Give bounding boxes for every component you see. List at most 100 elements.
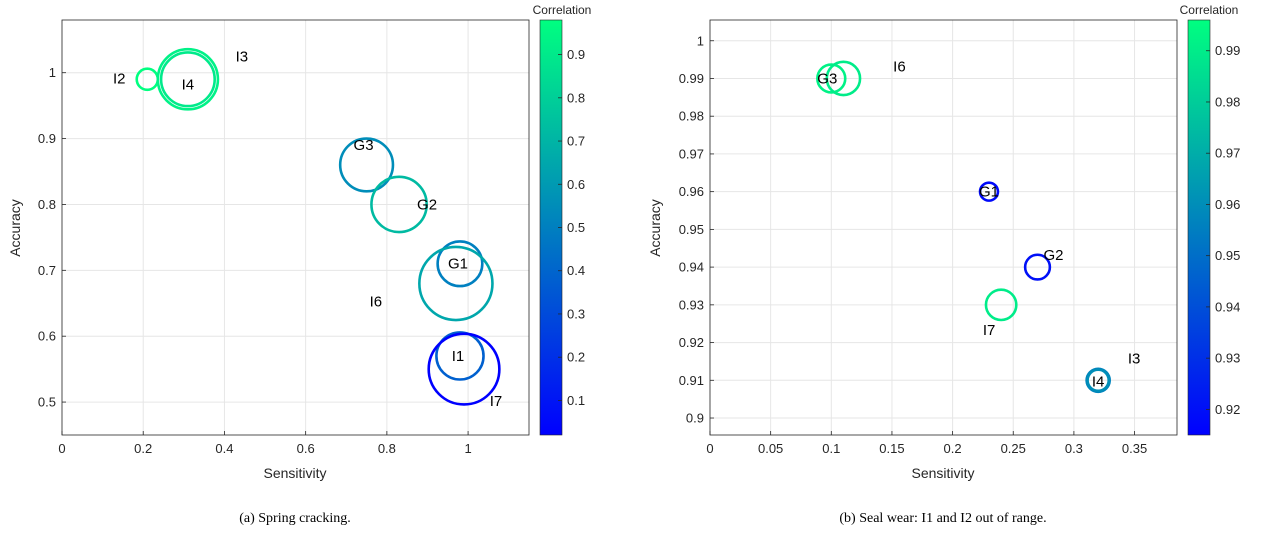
- x-tick-label: 0.4: [215, 441, 233, 456]
- y-tick-label: 0.91: [679, 373, 704, 388]
- y-axis-label: Accuracy: [7, 199, 23, 257]
- x-axis-label: Sensitivity: [911, 465, 974, 481]
- y-tick-label: 0.5: [38, 395, 56, 410]
- colorbar-tick-label: 0.9: [567, 47, 585, 62]
- axes-box: [61, 19, 530, 436]
- bubble-label: I6: [370, 293, 383, 310]
- axes-box: [709, 19, 1178, 436]
- bubble-i4: [159, 51, 216, 108]
- x-tick-label: 0: [706, 441, 713, 456]
- x-tick-label: 0.2: [134, 441, 152, 456]
- bubble-label: G2: [417, 196, 437, 213]
- colorbar-tick-label: 0.1: [567, 393, 585, 408]
- colorbar-title: Correlation: [1180, 3, 1239, 17]
- bubble-g2: [370, 175, 428, 234]
- y-tick-label: 1: [697, 33, 704, 48]
- bubble-group: [135, 47, 501, 406]
- bubble-label: I6: [893, 58, 906, 75]
- bubble-label: I7: [983, 322, 996, 339]
- colorbar-tick-label: 0.93: [1215, 351, 1240, 366]
- colorbar-tick-label: 0.92: [1215, 402, 1240, 417]
- bubble-label: G3: [817, 70, 837, 87]
- bubble-g1: [978, 181, 1000, 202]
- colorbar-tick-label: 0.95: [1215, 248, 1240, 263]
- bubble-i6: [825, 60, 862, 97]
- bubble-label: I4: [182, 76, 195, 93]
- caption: (b) Seal wear: I1 and I2 out of range.: [839, 511, 1046, 526]
- y-tick-label: 0.9: [38, 131, 56, 146]
- y-tick-label: 0.97: [679, 146, 704, 161]
- bubbles: G3 I6 G1 G2 I7 I3 I4: [816, 58, 1140, 394]
- y-axis-label: Accuracy: [647, 199, 663, 257]
- bubble-g3: [338, 137, 395, 193]
- x-tick-label: 0: [58, 441, 65, 456]
- y-tick-label: 0.6: [38, 329, 56, 344]
- bubble-label: G3: [354, 137, 374, 154]
- x-tick-label: 0.3: [1065, 441, 1083, 456]
- bubble-group: [816, 60, 1111, 394]
- y-tick-label: 0.7: [38, 263, 56, 278]
- x-tick-label: 0.2: [944, 441, 962, 456]
- panel-a: I2 I3 I4 G3 G2 G1 I6 I1 I7 0 0.2 0.4 0.6 0.8 1 0.5 0.6…: [7, 3, 591, 526]
- x-tick-label: 0.1: [822, 441, 840, 456]
- bubble-label: I2: [113, 70, 126, 87]
- bubble-g3: [816, 63, 847, 94]
- bubble-label: I3: [1128, 350, 1141, 367]
- bubble-i6: [418, 245, 494, 322]
- bubble-labels: G3 I6 G1 G2 I7 I3 I4: [817, 58, 1140, 390]
- y-tick-labels: 0.9 0.91 0.92 0.93 0.94 0.95 0.96 0.97 0.98 0.99 1: [679, 33, 704, 425]
- colorbar-tick-label: 0.8: [567, 90, 585, 105]
- colorbar: [1187, 19, 1211, 436]
- y-tick-label: 0.8: [38, 197, 56, 212]
- y-tick-label: 0.9: [686, 411, 704, 426]
- bubble-label: I1: [452, 348, 465, 365]
- x-tick-label: 0.6: [297, 441, 315, 456]
- bubble-i2: [135, 67, 160, 92]
- x-tick-labels: 0 0.2 0.4 0.6 0.8 1: [58, 441, 471, 456]
- x-tick-label: 1: [464, 441, 471, 456]
- colorbar-tick-label: 0.2: [567, 350, 585, 365]
- y-tick-label: 0.99: [679, 71, 704, 86]
- bubble-i7: [427, 332, 501, 406]
- y-tick-label: 0.93: [679, 297, 704, 312]
- y-tick-label: 1: [49, 65, 56, 80]
- colorbar-tick-label: 0.5: [567, 220, 585, 235]
- bubble-label: G1: [448, 256, 468, 273]
- colorbar-tick-label: 0.94: [1215, 299, 1240, 314]
- colorbar-tick-label: 0.6: [567, 177, 585, 192]
- colorbar-ticks: 0.1 0.2 0.3 0.4 0.5 0.6 0.7 0.8 0.9: [558, 47, 585, 408]
- colorbar-tick-label: 0.98: [1215, 94, 1240, 109]
- colorbar-tick-label: 0.3: [567, 306, 585, 321]
- bubble-label: I7: [490, 393, 503, 410]
- bubble-i3: [156, 47, 220, 111]
- colorbar-title: Correlation: [533, 3, 592, 17]
- y-tick-label: 0.95: [679, 222, 704, 237]
- panel-b: G3 I6 G1 G2 I7 I3 I4 0 0.05 0.1 0.15 0.2 0.25 0.3 0.3…: [647, 3, 1240, 526]
- bubble-labels: I2 I3 I4 G3 G2 G1 I6 I1 I7: [113, 48, 502, 410]
- bubble-g1: [436, 240, 484, 288]
- colorbar-tick-label: 0.99: [1215, 43, 1240, 58]
- bubble-label: I3: [236, 48, 249, 65]
- x-tick-label: 0.15: [879, 441, 904, 456]
- colorbar-ticks: 0.92 0.93 0.94 0.95 0.96 0.97 0.98 0.99: [1206, 43, 1240, 417]
- colorbar-tick-label: 0.96: [1215, 197, 1240, 212]
- bubbles: I2 I3 I4 G3 G2 G1 I6 I1 I7: [113, 47, 502, 410]
- bubble-label: G1: [979, 184, 999, 201]
- x-tick-label: 0.05: [758, 441, 783, 456]
- y-tick-label: 0.92: [679, 335, 704, 350]
- bubble-i1: [435, 331, 485, 381]
- y-tick-label: 0.98: [679, 109, 704, 124]
- colorbar-tick-label: 0.4: [567, 263, 585, 278]
- x-axis-label: Sensitivity: [263, 465, 326, 481]
- grid: [61, 20, 529, 435]
- bubble-label: I4: [1092, 373, 1105, 390]
- y-tick-labels: 0.5 0.6 0.7 0.8 0.9 1: [38, 65, 56, 409]
- bubble-label: G2: [1043, 247, 1063, 264]
- grid: [709, 20, 1177, 435]
- colorbar-tick-label: 0.97: [1215, 146, 1240, 161]
- caption: (a) Spring cracking.: [239, 511, 351, 526]
- bubble-g2: [1023, 253, 1052, 281]
- bubble-i4: [1086, 368, 1111, 393]
- x-tick-label: 0.25: [1001, 441, 1026, 456]
